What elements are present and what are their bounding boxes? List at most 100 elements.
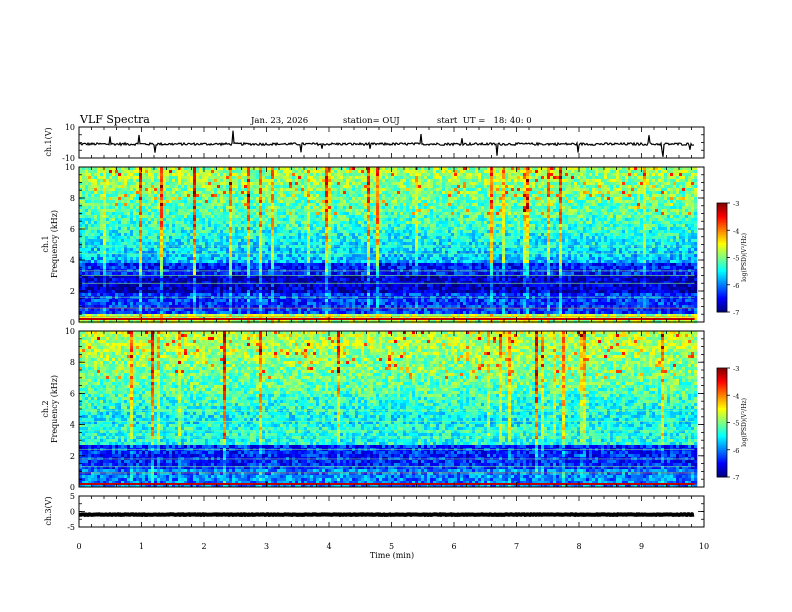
spectrogram-cell [334,200,338,204]
spectrogram-cell [220,227,224,231]
spectrogram-cell [604,206,608,210]
spectrogram-cell [151,170,155,174]
spectrogram-cell [454,215,458,219]
spectrogram-cell [490,227,494,231]
spectrogram-cell [277,173,281,177]
spectrogram-cell [433,203,437,207]
spectrogram-cell [271,227,275,231]
spectrogram-cell [175,170,179,174]
spectrogram-cell [514,185,518,189]
spectrogram-cell [424,188,428,192]
spectrogram-cell [217,224,221,228]
spectrogram-cell [193,197,197,201]
spectrogram-cell [148,200,152,204]
spectrogram-cell [127,197,131,201]
spectrogram-cell [193,179,197,183]
spectrogram-cell [133,194,137,198]
spectrogram-cell [187,197,191,201]
spectrogram-cell [463,221,467,225]
spectrogram-cell [211,221,215,225]
spectrogram-cell [301,230,305,234]
spectrogram-cell [238,191,242,195]
spectrogram-cell [142,212,146,216]
spectrogram-cell [535,188,539,192]
spectrogram-cell [523,209,527,213]
spectrogram-cell [574,233,578,237]
spectrogram-cell [421,233,425,237]
spectrogram-cell [211,194,215,198]
spectrogram-cell [328,176,332,180]
spectrogram-cell [94,185,98,189]
spectrogram-cell [640,173,644,177]
spectrogram-cell [445,230,449,234]
spectrogram-cell [661,218,665,222]
spectrogram-cell [361,206,365,210]
spectrogram-cell [430,221,434,225]
spectrogram-cell [637,227,641,231]
spectrogram-cell [343,191,347,195]
spectrogram-cell [478,221,482,225]
spectrogram-cell [529,197,533,201]
spectrogram-cell [691,218,695,222]
spectrogram-cell [370,230,374,234]
spectrogram-cell [301,176,305,180]
spectrogram-cell [676,197,680,201]
spectrogram-cell [253,179,257,183]
spectrogram-cell [247,221,251,225]
spectrogram-cell [637,212,641,216]
spectrogram-cell [568,206,572,210]
spectrogram-cell [106,236,110,240]
spectrogram-cell [499,203,503,207]
spectrogram-cell [397,185,401,189]
spectrogram-cell [643,194,647,198]
spectrogram-cell [220,182,224,186]
spectrogram-cell [382,203,386,207]
spectrogram-cell [91,188,95,192]
spectrogram-cell [97,188,101,192]
spectrogram-cell [373,176,377,180]
spectrogram-cell [349,206,353,210]
spectrogram-cell [364,233,368,237]
spectrogram-cell [313,212,317,216]
spectrogram-cell [538,224,542,228]
spectrogram-cell [664,188,668,192]
spectrogram-cell [184,236,188,240]
spectrogram-cell [130,179,134,183]
spectrogram-cell [361,209,365,213]
spectrogram-cell [97,224,101,228]
spectrogram-cell [292,209,296,213]
spectrogram-cell [388,230,392,234]
spectrogram-cell [106,224,110,228]
spectrogram-cell [88,230,92,234]
spectrogram-cell [541,170,545,174]
spectrogram-cell [214,215,218,219]
spectrogram-cell [451,236,455,240]
spectrogram-cell [421,215,425,219]
spectrogram-cell [568,197,572,201]
spectrogram-cell [430,227,434,231]
spectrogram-cell [268,176,272,180]
spectrogram-cell [265,182,269,186]
spectrogram-cell [646,170,650,174]
spectrogram-cell [130,188,134,192]
spectrogram-cell [190,212,194,216]
spectrogram-cell [145,230,149,234]
spectrogram-cell [376,206,380,210]
spectrogram-cell [250,224,254,228]
spectrogram-cell [514,176,518,180]
spectrogram-cell [475,233,479,237]
spectrogram-cell [112,218,116,222]
spectrogram-cell [214,173,218,177]
spectrogram-cell [460,227,464,231]
spectrogram-cell [463,182,467,186]
spectrogram-cell [274,179,278,183]
spectrogram-cell [433,182,437,186]
spectrogram-cell [598,185,602,189]
spectrogram-cell [220,176,224,180]
spectrogram-cell [214,197,218,201]
spectrogram-cell [151,236,155,240]
spectrogram-cell [190,209,194,213]
spectrogram-cell [415,188,419,192]
spectrogram-cell [379,194,383,198]
spectrogram-cell [274,176,278,180]
